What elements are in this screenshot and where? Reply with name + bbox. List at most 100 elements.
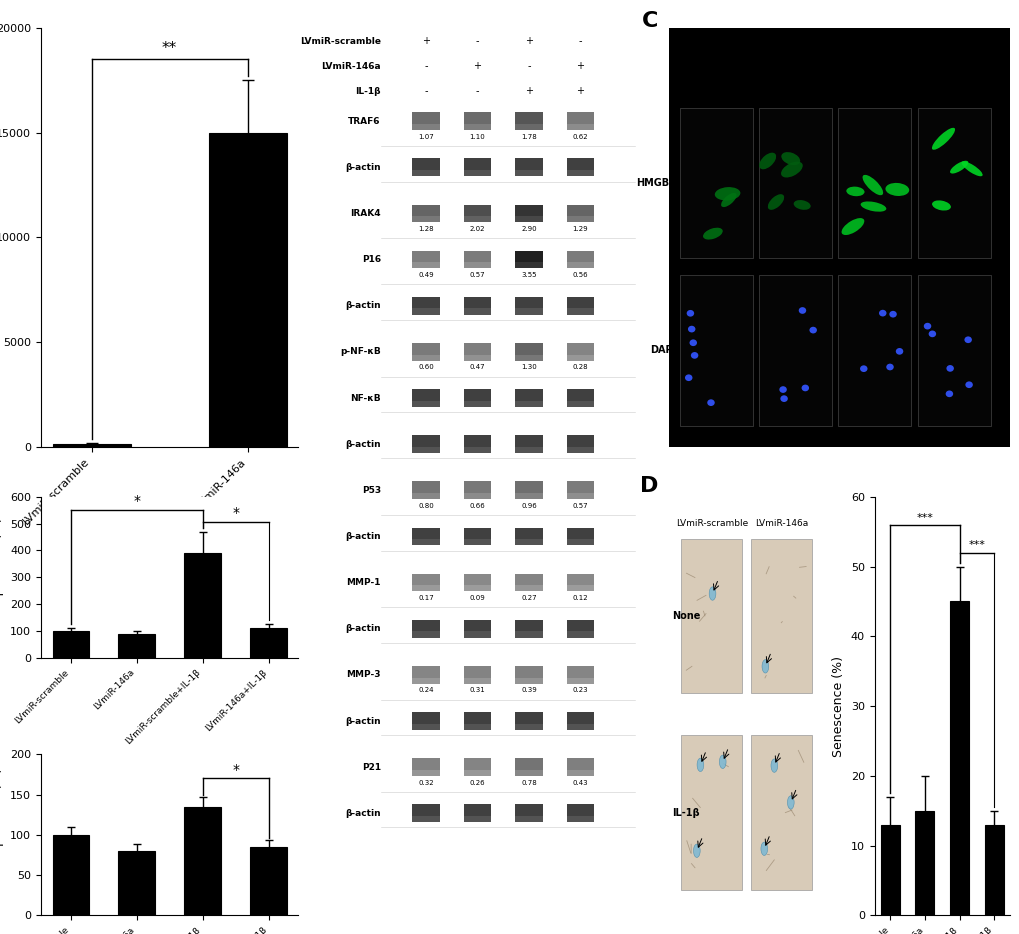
Text: 1.29: 1.29 [572, 226, 588, 232]
Bar [515, 586, 542, 591]
Text: 0.12: 0.12 [572, 595, 588, 601]
Bar [464, 528, 491, 545]
Text: β-actin: β-actin [344, 302, 380, 310]
Bar [515, 493, 542, 499]
Bar [464, 481, 491, 499]
Ellipse shape [758, 152, 775, 169]
Bar [464, 804, 491, 822]
Bar [679, 275, 752, 426]
Bar [567, 528, 594, 545]
Bar [567, 666, 594, 684]
Bar [464, 677, 491, 684]
Bar [567, 677, 594, 684]
Bar [515, 677, 542, 684]
Ellipse shape [964, 381, 972, 389]
Bar [464, 250, 491, 268]
Text: 0.60: 0.60 [418, 364, 433, 370]
Bar [567, 250, 594, 268]
Bar [412, 712, 439, 729]
Ellipse shape [718, 755, 726, 769]
Text: DAPI: DAPI [649, 346, 676, 355]
Ellipse shape [945, 390, 952, 397]
Ellipse shape [689, 339, 696, 347]
Text: 0.09: 0.09 [469, 595, 485, 601]
Bar [515, 170, 542, 177]
Bar [464, 770, 491, 776]
Bar [209, 133, 286, 446]
Text: TRAF6: TRAF6 [348, 117, 380, 126]
Bar [983, 825, 1003, 915]
Ellipse shape [781, 152, 799, 165]
Text: 0.43: 0.43 [572, 780, 588, 785]
Ellipse shape [889, 311, 896, 318]
Ellipse shape [949, 161, 967, 174]
Ellipse shape [841, 218, 863, 235]
Ellipse shape [878, 310, 886, 317]
Ellipse shape [884, 183, 908, 196]
Bar [915, 811, 933, 915]
Bar [567, 539, 594, 545]
Ellipse shape [931, 128, 954, 149]
Text: LVmiR-scramble: LVmiR-scramble [675, 519, 747, 528]
Bar [412, 343, 439, 361]
Bar [750, 539, 811, 693]
Text: 1.30: 1.30 [521, 364, 536, 370]
Ellipse shape [886, 363, 893, 371]
Ellipse shape [760, 842, 767, 856]
Ellipse shape [714, 187, 740, 201]
Text: MMP-1: MMP-1 [346, 578, 380, 587]
Bar [464, 712, 491, 729]
Bar [758, 107, 832, 258]
Bar [515, 446, 542, 453]
Bar [567, 586, 594, 591]
Y-axis label: Senescence (%): Senescence (%) [832, 656, 845, 757]
Text: IRAK4: IRAK4 [350, 209, 380, 218]
Text: 0.80: 0.80 [418, 502, 433, 509]
Bar [567, 712, 594, 729]
Text: IL-1β: IL-1β [672, 808, 699, 818]
Text: -: - [424, 61, 427, 71]
Text: MMP-3: MMP-3 [346, 671, 380, 679]
Text: LVmiR-146a: LVmiR-146a [768, 82, 821, 91]
Bar [464, 355, 491, 361]
Text: -: - [527, 61, 530, 71]
Text: P53: P53 [362, 486, 380, 495]
Text: 0.32: 0.32 [418, 780, 433, 785]
Text: +: + [576, 61, 584, 71]
Text: β-actin: β-actin [344, 163, 380, 172]
Bar [567, 573, 594, 591]
Bar [567, 493, 594, 499]
Bar [412, 112, 439, 130]
Bar [412, 481, 439, 499]
Text: p-NF-κB: p-NF-κB [339, 347, 380, 357]
Bar [412, 389, 439, 407]
Bar [464, 159, 491, 177]
Bar [567, 631, 594, 638]
Text: -: - [475, 86, 479, 96]
Text: +: + [576, 86, 584, 96]
Bar [412, 816, 439, 822]
Text: NF-κB: NF-κB [350, 393, 380, 403]
Text: C: C [642, 11, 658, 31]
Text: *: * [232, 763, 238, 777]
Bar [464, 758, 491, 776]
Bar [567, 435, 594, 453]
Text: LVmiR-146a: LVmiR-146a [754, 519, 807, 528]
Bar [515, 159, 542, 177]
Bar [118, 851, 155, 915]
Bar [515, 343, 542, 361]
Bar [567, 355, 594, 361]
Text: 0.26: 0.26 [469, 780, 485, 785]
Bar [464, 446, 491, 453]
Bar [567, 159, 594, 177]
Text: P16: P16 [362, 255, 380, 264]
Bar [464, 493, 491, 499]
Text: 2.90: 2.90 [521, 226, 536, 232]
Ellipse shape [779, 386, 786, 393]
Text: 3.55: 3.55 [521, 272, 536, 278]
Ellipse shape [798, 307, 805, 314]
Text: 0.57: 0.57 [572, 502, 588, 509]
Bar [838, 107, 911, 258]
Bar [515, 724, 542, 729]
Bar [412, 401, 439, 407]
